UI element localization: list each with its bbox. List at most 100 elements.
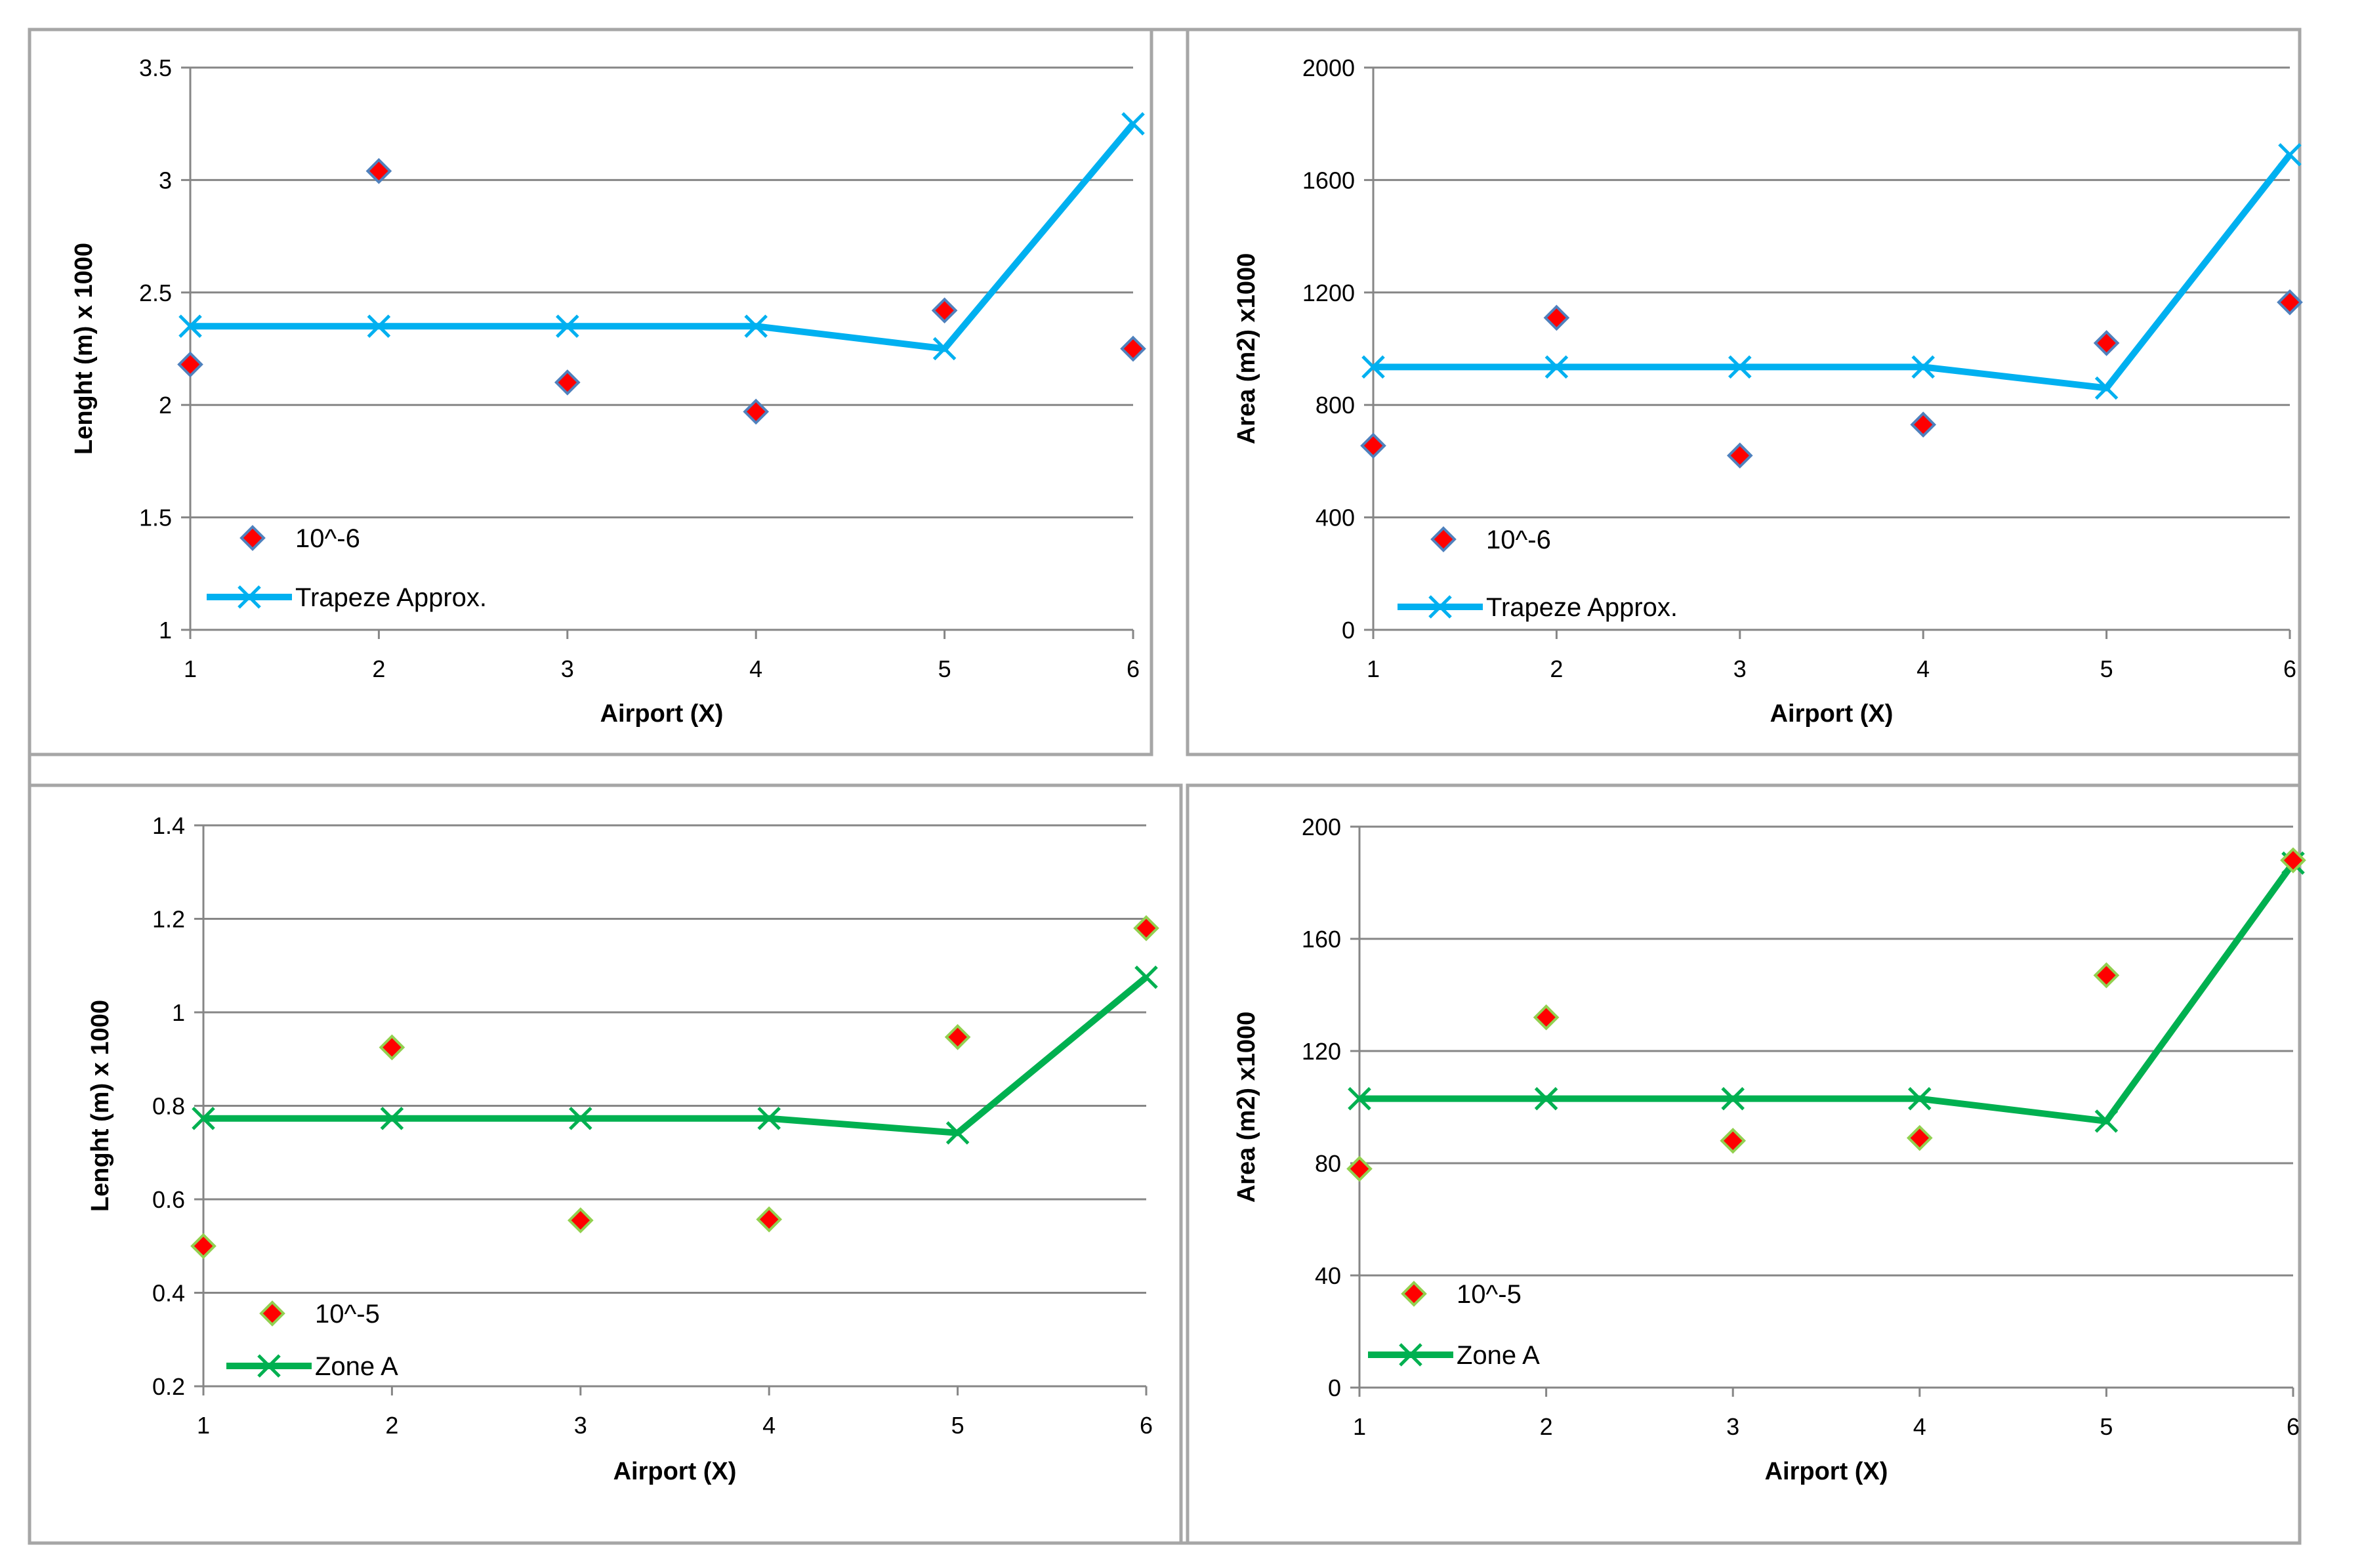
line-marker-stroke-b: [192, 1106, 215, 1130]
y-axis-title: Lenght (m) x 1000: [70, 243, 98, 455]
x-tick-label: 4: [1913, 1413, 1926, 1440]
x-axis-title: Airport (X): [600, 700, 724, 728]
line-marker: [178, 314, 202, 338]
line-marker-stroke-b: [1721, 1086, 1745, 1111]
y-tick-label: 0.4: [152, 1280, 185, 1307]
x-tick-label: 4: [1917, 655, 1930, 682]
x-axis-title: Airport (X): [1770, 700, 1894, 728]
y-tick-label: 2.5: [139, 279, 172, 306]
y-tick-label: 40: [1315, 1262, 1341, 1289]
legend-label-scatter: 10^-5: [1457, 1280, 1522, 1309]
line-marker: [2094, 376, 2119, 400]
line-marker: [192, 1106, 215, 1130]
y-tick-label: 1.5: [139, 505, 172, 531]
chart-bottom-left: 0.2 0.4 0.6 0.8 1 1.2 1.4 1 2 3 4 5 6 Airport (X) Leng…: [28, 783, 1183, 1545]
y-axis-title: Lenght (m) x 1000: [87, 1000, 114, 1212]
x-tick-label: 1: [1353, 1413, 1366, 1440]
scatter-point: [1906, 1124, 1933, 1151]
y-tick-label: 2000: [1302, 54, 1355, 81]
x-tick-label: 1: [184, 655, 197, 682]
legend-label-line: Trapeze Approx.: [1486, 593, 1678, 622]
legend-marker-scatter: [1401, 1281, 1427, 1307]
scatter-point: [756, 1206, 783, 1233]
line-marker-stroke-b: [1911, 355, 1935, 379]
legend-marker-scatter: [259, 1300, 285, 1327]
line-marker: [1728, 355, 1752, 379]
scatter-point: [365, 157, 392, 184]
legend-marker-line-stroke-b: [1399, 1343, 1422, 1367]
line-marker-stroke-b: [1121, 112, 1145, 136]
panel-border: [1186, 28, 2302, 756]
legend-marker-scatter: [1430, 526, 1457, 552]
scatter-point: [1533, 1004, 1560, 1031]
x-tick-label: 2: [385, 1412, 398, 1439]
y-axis-title: Area (m2) x1000: [1233, 253, 1260, 445]
line-marker-stroke-b: [2278, 143, 2302, 167]
line-marker-stroke-b: [744, 314, 768, 338]
y-tick-label: 1.4: [152, 812, 185, 839]
line-marker-stroke-b: [1908, 1086, 1932, 1111]
scatter-point: [1360, 432, 1386, 459]
scatter-point: [379, 1034, 405, 1061]
line-marker: [556, 314, 579, 338]
legend-label-scatter: 10^-5: [315, 1300, 380, 1329]
y-tick-label: 0.6: [152, 1186, 185, 1213]
x-tick-label: 6: [1140, 1412, 1153, 1439]
scatter-point: [2280, 847, 2306, 874]
y-tick-label: 0: [1342, 617, 1355, 644]
legend-label-line: Zone A: [315, 1352, 398, 1381]
scatter-point: [190, 1233, 217, 1260]
legend: 10^-6 Trapeze Approx.: [207, 524, 487, 612]
line-marker-stroke-b: [1534, 1086, 1558, 1111]
line-marker-stroke-b: [367, 314, 391, 338]
y-tick-label: 800: [1316, 392, 1355, 419]
x-tick-label: 3: [561, 655, 574, 682]
x-tick-label: 4: [749, 655, 762, 682]
x-tick-label: 2: [372, 655, 385, 682]
y-tick-label: 0.2: [152, 1373, 185, 1400]
y-tick-label: 0.8: [152, 1093, 185, 1120]
line-marker-stroke-b: [2094, 376, 2119, 400]
y-tick-label: 1.2: [152, 906, 185, 933]
x-axis-title: Airport (X): [1765, 1458, 1888, 1485]
series-line: [1373, 152, 2292, 392]
line-marker: [2278, 143, 2302, 167]
y-tick-label: 1: [159, 617, 172, 644]
x-tick-label: 6: [2287, 1413, 2300, 1440]
line-marker-stroke-b: [556, 314, 579, 338]
legend-label-line: Trapeze Approx.: [295, 583, 487, 612]
x-tick-label: 4: [762, 1412, 776, 1439]
line-marker-stroke-b: [380, 1106, 404, 1130]
x-axis-title: Airport (X): [613, 1458, 737, 1485]
series-line: [190, 121, 1136, 352]
line-marker: [569, 1106, 592, 1130]
scatter-point: [1120, 335, 1146, 362]
x-tick-label: 6: [1127, 655, 1140, 682]
line-marker-stroke-b: [1544, 355, 1569, 379]
panel-border: [28, 783, 1183, 1545]
x-tick-label: 2: [1540, 1413, 1553, 1440]
scatter-point: [944, 1023, 971, 1050]
x-tick-label: 5: [938, 655, 951, 682]
series-line: [203, 974, 1149, 1136]
legend-label-line: Zone A: [1457, 1341, 1540, 1370]
legend-label-scatter: 10^-6: [295, 524, 360, 553]
y-tick-label: 400: [1316, 505, 1355, 531]
legend: 10^-5 Zone A: [1368, 1280, 1540, 1370]
line-marker-stroke-b: [1728, 355, 1752, 379]
line-marker-stroke-b: [932, 337, 957, 361]
legend-label-scatter: 10^-6: [1486, 526, 1551, 554]
y-tick-label: 80: [1315, 1150, 1341, 1177]
scatter-point: [1346, 1155, 1373, 1182]
line-marker-stroke-b: [1361, 355, 1385, 379]
line-marker-stroke-b: [1348, 1086, 1371, 1111]
x-tick-label: 1: [197, 1412, 210, 1439]
y-tick-label: 120: [1302, 1038, 1341, 1065]
legend-marker-line-stroke-b: [257, 1354, 281, 1378]
legend-marker-line: [238, 585, 261, 609]
line-marker: [1908, 1086, 1932, 1111]
legend-marker-line-stroke-b: [238, 585, 261, 609]
legend: 10^-5 Zone A: [226, 1300, 398, 1381]
